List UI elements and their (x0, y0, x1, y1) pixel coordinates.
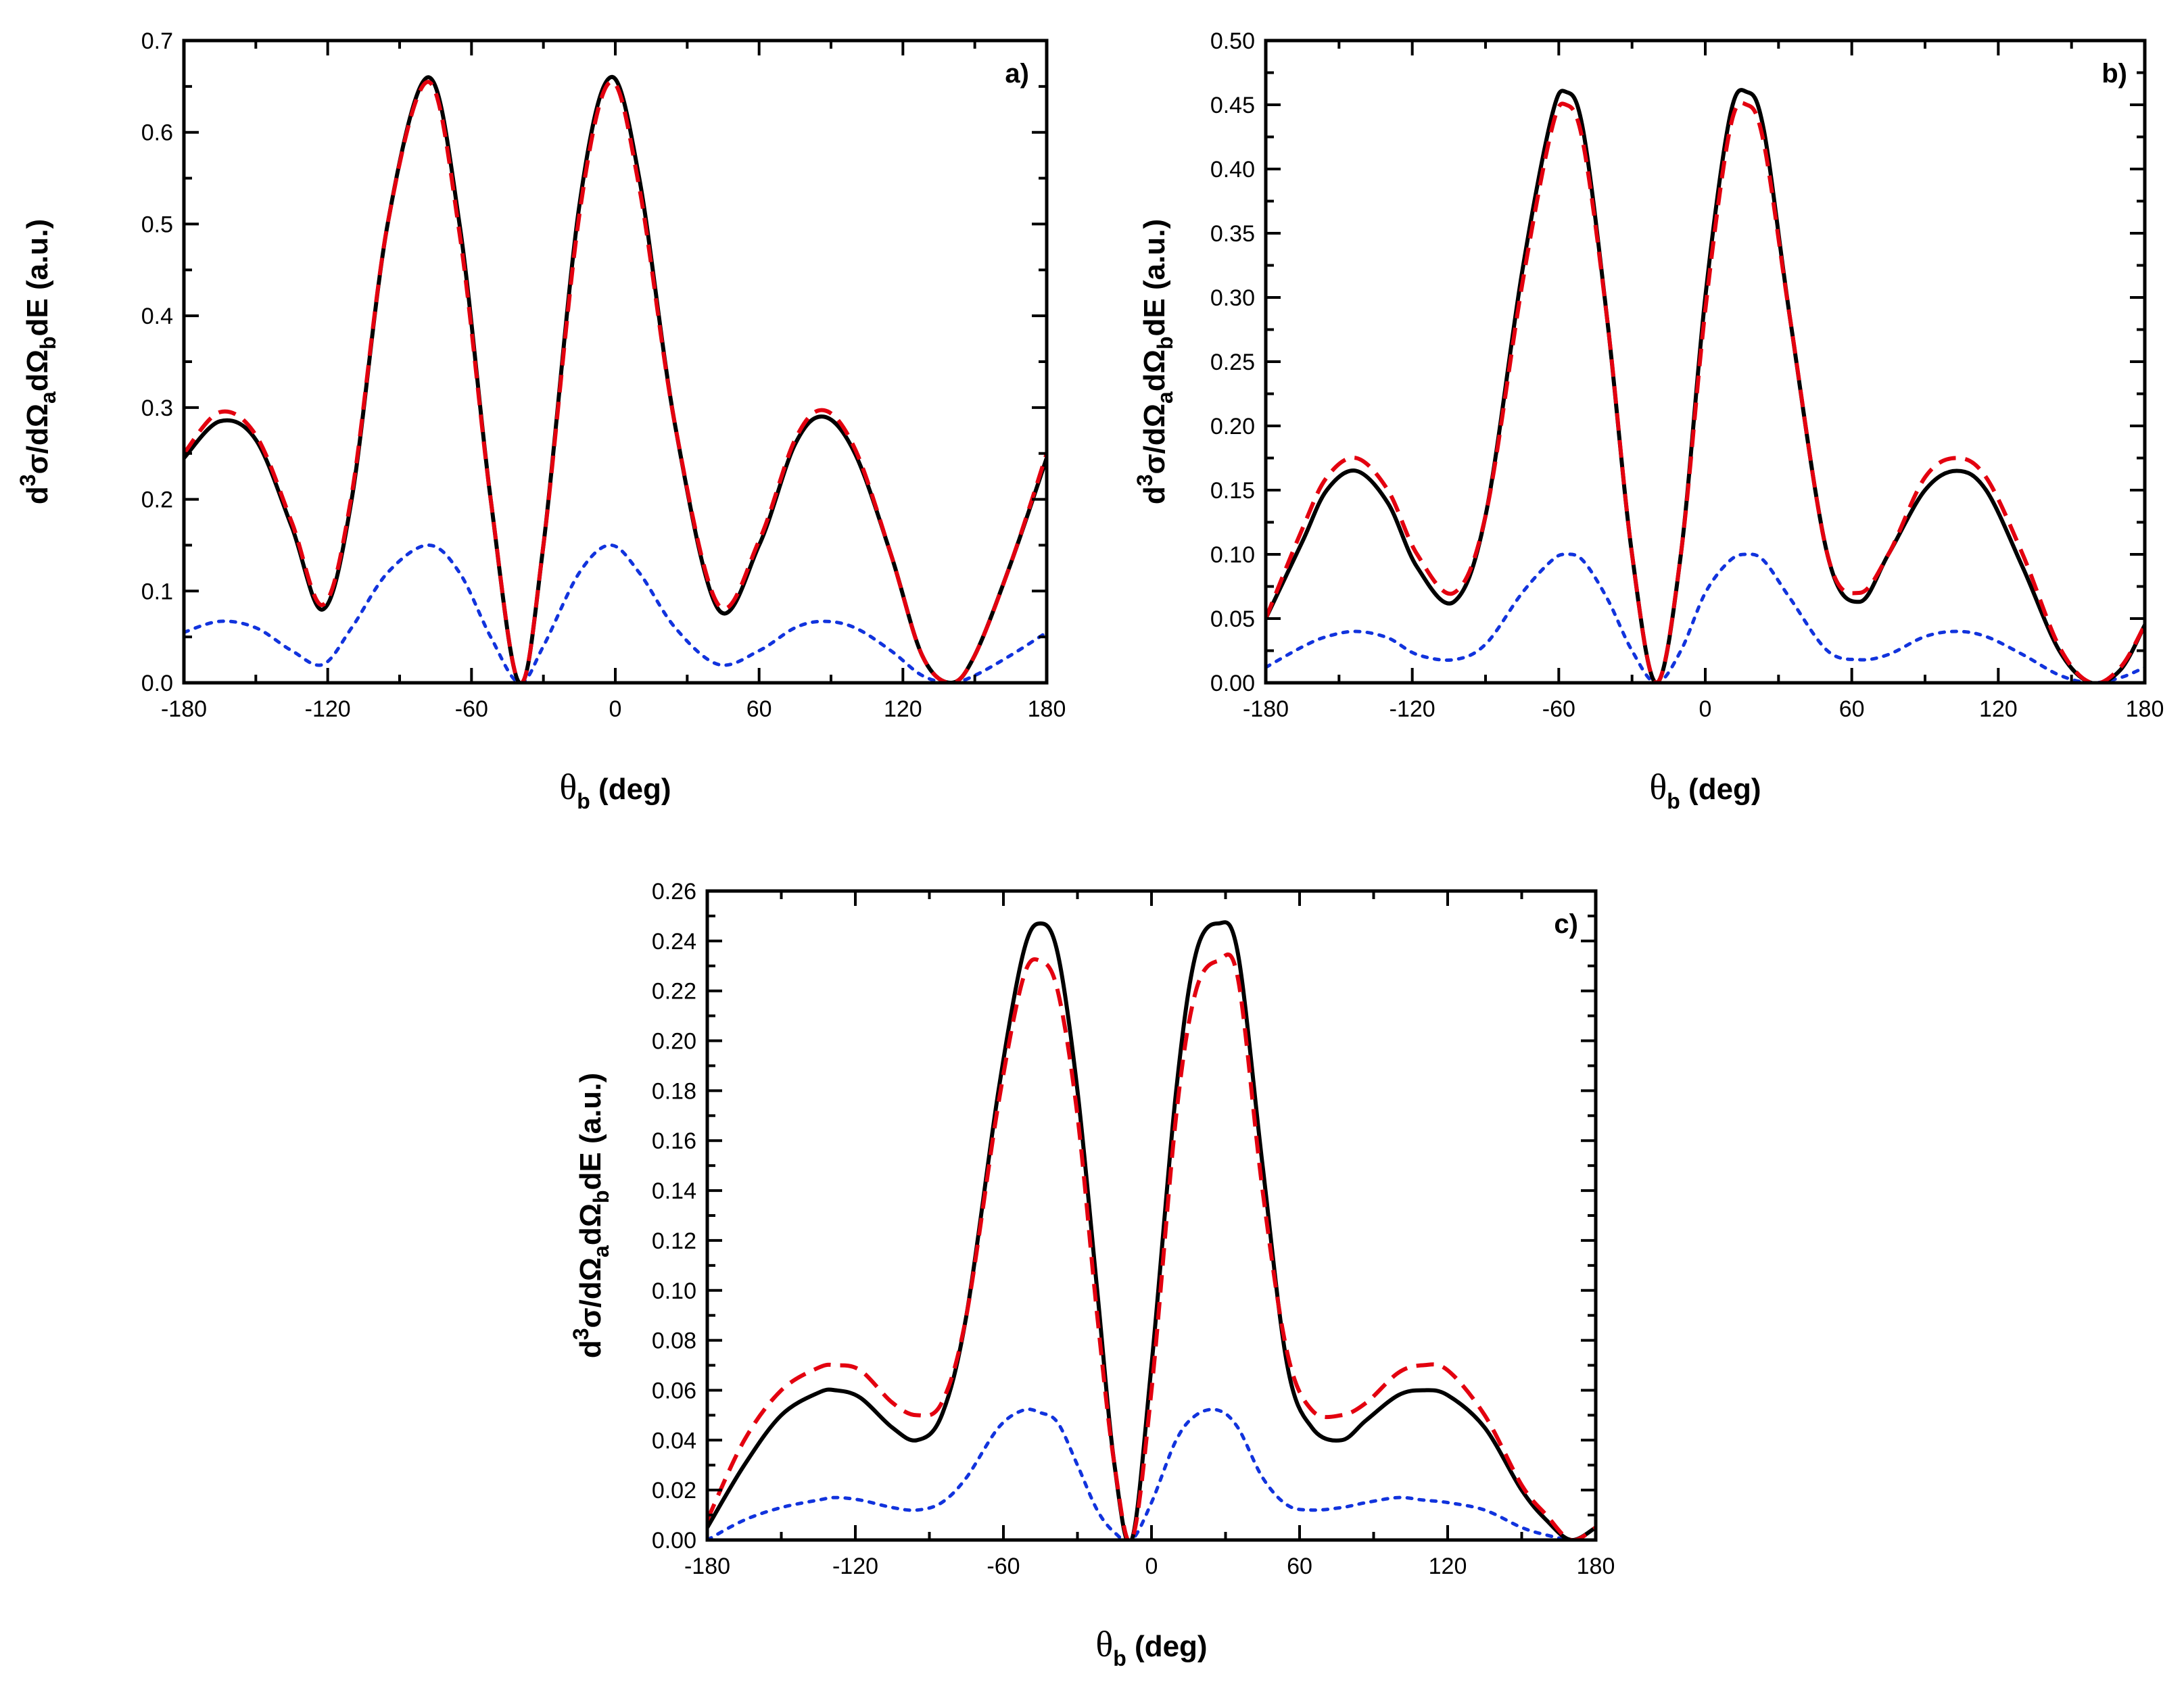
y-tick-label: 0.08 (652, 1328, 696, 1354)
series-line-dotted (707, 1408, 1596, 1541)
x-tick-label: -180 (161, 696, 207, 722)
series-line-solid (184, 74, 1047, 684)
x-tick-label: 120 (884, 696, 922, 722)
x-tick-label: 60 (1839, 696, 1865, 722)
y-tick-label: 0.50 (1210, 28, 1255, 54)
y-tick-label: 0.12 (652, 1228, 696, 1254)
x-tick-label: 0 (1145, 1554, 1158, 1579)
y-tick-label: 0.7 (141, 28, 173, 54)
series-line-dashed (1266, 101, 2145, 684)
x-tick-label: -60 (987, 1554, 1020, 1579)
chart-panel-c: -180 -120 -60 0 60 120 180 0.00 0.02 0.04 0.06 0.08… (569, 879, 1615, 1670)
x-tick-label: -180 (684, 1554, 730, 1579)
x-tick-label: 60 (746, 696, 772, 722)
plot-frame (705, 889, 1598, 1542)
x-tick-label: -120 (305, 696, 351, 722)
y-tick-label: 0.3 (141, 395, 173, 421)
y-tick-label: 0.4 (141, 304, 173, 329)
y-axis-title: d3σ/dΩadΩbdE (a.u.) (16, 219, 60, 504)
y-tick-label: 0.6 (141, 120, 173, 146)
y-tick-label: 0.40 (1210, 157, 1255, 183)
series-group (1266, 88, 2145, 684)
x-tick-label: 120 (1429, 1554, 1467, 1579)
x-tick-label: 0 (1699, 696, 1712, 722)
y-tick-label: 0.20 (1210, 414, 1255, 439)
panel-label: b) (2102, 59, 2127, 89)
y-tick-label: 0.35 (1210, 221, 1255, 247)
x-tick-label: 60 (1287, 1554, 1312, 1579)
y-tick-label: 0.1 (141, 579, 173, 604)
x-tick-label: 0 (609, 696, 622, 722)
x-axis-title: θb (deg) (559, 767, 671, 813)
y-tick-label: 0.24 (652, 929, 696, 955)
y-tick-label: 0.00 (1210, 671, 1255, 696)
y-tick-label: 0.22 (652, 979, 696, 1005)
x-tick-label: -120 (1390, 696, 1435, 722)
y-tick-label: 0.05 (1210, 606, 1255, 632)
series-line-dashed (707, 953, 1596, 1541)
y-tick-label: 0.06 (652, 1378, 696, 1403)
y-axis-title: d3σ/dΩadΩbdE (a.u.) (1133, 219, 1177, 504)
y-tick-label: 0.10 (1210, 542, 1255, 568)
y-tick-label: 0.10 (652, 1278, 696, 1304)
y-tick-label: 0.18 (652, 1078, 696, 1104)
y-tick-label: 0.30 (1210, 285, 1255, 311)
plot-frame (1264, 39, 2147, 685)
x-tick-label: 120 (1979, 696, 2018, 722)
x-axis-title: θb (deg) (1095, 1624, 1207, 1670)
y-tick-label: 0.04 (652, 1428, 696, 1453)
series-group (707, 920, 1596, 1541)
series-line-dotted (1266, 552, 2145, 684)
x-axis-title: θb (deg) (1649, 767, 1761, 813)
panel-label: a) (1005, 59, 1029, 89)
x-tick-label: 180 (1577, 1554, 1615, 1579)
y-tick-label: 0.45 (1210, 93, 1255, 118)
y-tick-label: 0.16 (652, 1128, 696, 1154)
x-tick-label: -60 (455, 696, 488, 722)
y-tick-label: 0.20 (652, 1029, 696, 1055)
y-tick-label: 0.14 (652, 1178, 696, 1204)
x-tick-label: -60 (1542, 696, 1575, 722)
y-tick-label: 0.02 (652, 1478, 696, 1503)
y-axis-title: d3σ/dΩadΩbdE (a.u.) (569, 1073, 613, 1358)
series-line-dotted (184, 543, 1047, 684)
series-line-dashed (184, 79, 1047, 684)
y-tick-label: 0.0 (141, 671, 173, 696)
y-tick-label: 0.25 (1210, 350, 1255, 375)
series-group (184, 74, 1047, 684)
x-tick-label: -120 (832, 1554, 878, 1579)
y-tick-label: 0.15 (1210, 478, 1255, 504)
panel-label: c) (1554, 909, 1578, 939)
y-tick-label: 0.00 (652, 1528, 696, 1554)
x-tick-label: -180 (1243, 696, 1289, 722)
x-tick-label: 180 (2126, 696, 2164, 722)
y-tick-label: 0.2 (141, 487, 173, 513)
x-tick-label: 180 (1028, 696, 1066, 722)
series-line-solid (707, 920, 1596, 1541)
plot-frame (182, 39, 1049, 685)
chart-panel-b: -180 -120 -60 0 60 120 180 0.00 0.05 0.10 0.15 0.20… (1133, 28, 2164, 813)
chart-panel-a: -180 -120 -60 0 60 120 180 0.0 0.1 0.2 0.3 0.4 0.5 0.… (16, 28, 1066, 813)
y-tick-label: 0.5 (141, 212, 173, 237)
y-tick-label: 0.26 (652, 879, 696, 905)
